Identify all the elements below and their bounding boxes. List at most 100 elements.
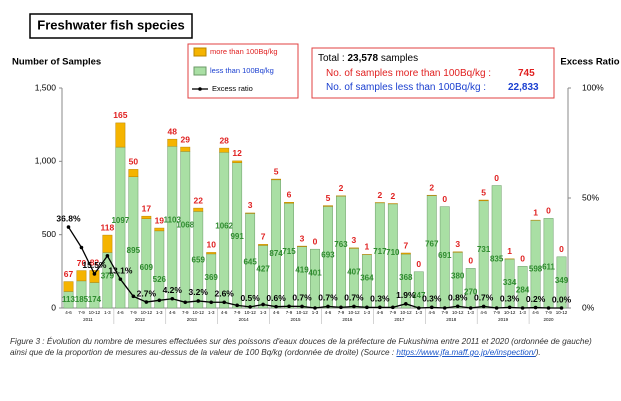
label-less: 427 [256, 264, 270, 273]
label-less: 1062 [215, 221, 233, 230]
label-less: 895 [127, 246, 141, 255]
total-label: Total : [318, 53, 347, 64]
label-more: 12 [232, 148, 242, 158]
less-label: No. of samples less than 100Bq/kg : [326, 82, 486, 93]
less-value: 22,833 [508, 82, 539, 93]
label-more: 0 [546, 206, 551, 216]
bar-more [167, 138, 178, 147]
ratio-label: 15.5% [82, 260, 107, 270]
label-less: 835 [490, 255, 504, 264]
ratio-marker [209, 300, 214, 305]
x-tick-label: 7-9 [286, 310, 293, 315]
label-less: 598 [529, 264, 543, 273]
ratio-marker [416, 306, 421, 310]
ratio-label: 0.7% [292, 293, 312, 303]
label-more: 6 [287, 190, 292, 200]
x-tick-label: 4-6 [377, 310, 384, 315]
bar-more [193, 207, 204, 212]
ratio-label: 0.3% [370, 294, 390, 304]
label-more: 165 [113, 110, 127, 120]
label-less: 334 [503, 278, 517, 287]
label-less: 419 [295, 266, 309, 275]
bar-more [115, 122, 126, 148]
year-label: 2018 [446, 317, 457, 322]
bar-more [141, 215, 152, 219]
ratio-marker [287, 304, 291, 309]
bar-more [258, 244, 269, 246]
x-tick-label: 7-9 [390, 310, 397, 315]
label-less: 407 [347, 267, 361, 276]
ratio-label: 2.7% [137, 288, 157, 298]
bar-less [180, 151, 191, 309]
label-more: 29 [181, 134, 191, 144]
x-tick-label: 7-9 [182, 310, 189, 315]
bar-more [154, 227, 165, 232]
ratio-marker [507, 305, 512, 310]
label-less: 767 [425, 240, 439, 249]
y2-tick-label: 50% [582, 192, 599, 202]
bar-more [284, 202, 294, 204]
x-tick-label: 1-3 [416, 310, 423, 315]
ratio-marker [352, 304, 356, 309]
ratio-marker [131, 294, 136, 299]
year-label: 2019 [498, 317, 509, 322]
bar-less [426, 195, 437, 309]
source-link[interactable]: https://www.jfa.maff.go.jp/e/inspection/ [396, 348, 536, 357]
ratio-label: 0.8% [448, 292, 468, 302]
bar-more [180, 146, 191, 152]
more-value: 745 [518, 68, 535, 79]
label-less: 349 [555, 276, 569, 285]
label-less: 113 [62, 295, 75, 304]
ratio-label: 1.9% [396, 290, 416, 300]
label-more: 2 [378, 190, 383, 200]
y-tick-label: 1,500 [35, 82, 57, 92]
title-box [29, 13, 193, 39]
ratio-label: 0.7% [474, 293, 494, 303]
ratio-marker [105, 254, 110, 258]
x-tick-label: 4-6 [221, 310, 228, 315]
ratio-marker [79, 245, 84, 250]
label-less: 270 [464, 288, 478, 297]
label-more: 0 [313, 236, 318, 246]
ratio-marker [235, 303, 239, 308]
year-label: 2016 [342, 317, 353, 322]
x-tick-label: 1-3 [208, 310, 215, 315]
x-tick-label: 10-12 [348, 310, 360, 315]
x-tick-label: 4-6 [480, 310, 487, 315]
x-tick-label: 4-6 [532, 310, 539, 315]
x-tick-label: 10-12 [556, 310, 568, 315]
label-more: 48 [168, 126, 178, 136]
year-label: 2017 [394, 317, 405, 322]
label-more: 22 [193, 195, 203, 205]
label-more: 70 [77, 258, 87, 268]
x-tick-label: 4-6 [325, 310, 332, 315]
label-more: 10 [206, 240, 216, 250]
label-more: 3 [300, 233, 305, 243]
x-tick-label: 10-12 [141, 310, 153, 315]
label-more: 118 [101, 222, 115, 232]
label-less: 364 [360, 274, 374, 283]
caption-text: Figure 3 : Évolution du nombre de mesure… [10, 337, 592, 357]
label-more: 1 [365, 242, 370, 252]
x-tick-label: 10-12 [192, 310, 204, 315]
ratio-marker [455, 304, 460, 309]
ratio-label: 13.1% [108, 265, 133, 275]
total-unit: samples [378, 53, 418, 64]
x-tick-label: 10-12 [452, 310, 464, 315]
total-value: 23,578 [347, 53, 378, 64]
bar-more [76, 270, 87, 282]
y-tick-label: 500 [42, 229, 56, 239]
bar-less [271, 179, 281, 309]
bar-more [89, 270, 100, 283]
label-more: 7 [261, 232, 266, 242]
ratio-marker [274, 304, 278, 309]
ratio-marker [326, 304, 330, 309]
year-label: 2011 [83, 317, 93, 322]
label-less: 645 [243, 258, 257, 267]
year-label: 2015 [291, 317, 302, 322]
x-tick-label: 10-12 [244, 310, 256, 315]
ratio-label: 4.2% [163, 285, 183, 295]
y-axis-title: Number of Samples [12, 57, 101, 68]
year-label: 2013 [187, 317, 198, 322]
chart-title: Freshwater fish species [37, 17, 184, 32]
